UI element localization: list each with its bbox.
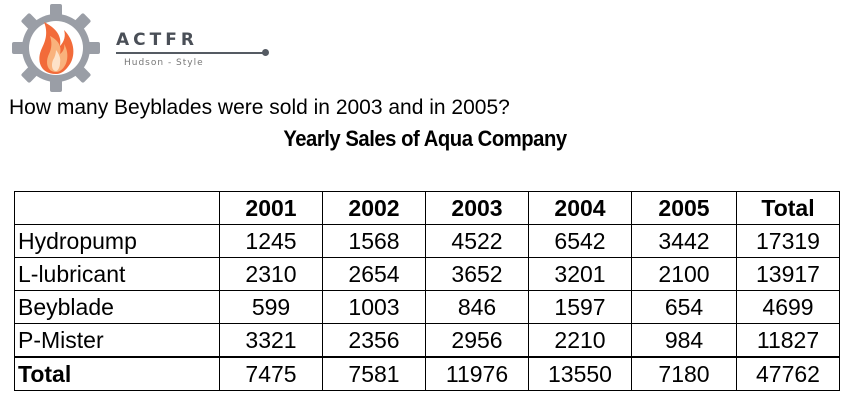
table-cell: 6542: [528, 224, 632, 258]
total-cell: 11976: [425, 356, 529, 391]
row-label: L-lubricant: [14, 257, 220, 291]
table-cell: 1568: [322, 224, 426, 258]
table-cell: 2310: [219, 257, 323, 291]
row-label: P-Mister: [14, 323, 220, 358]
sales-table: 2001 2002 2003 2004 2005 Total Hydropump…: [14, 191, 840, 391]
row-label: Hydropump: [14, 224, 220, 258]
table-row: Hydropump 1245 1568 4522 6542 3442 17319: [14, 224, 840, 258]
table-cell: 4522: [425, 224, 529, 258]
brand-name: ACTFR: [116, 30, 198, 50]
table-cell: 3442: [631, 224, 737, 258]
brand-underline: [116, 52, 264, 54]
table-cell: 1245: [219, 224, 323, 258]
header-row: 2001 2002 2003 2004 2005 Total: [14, 191, 840, 225]
table-cell: 2100: [631, 257, 737, 291]
header-cell-total: Total: [736, 191, 840, 225]
table-cell: 4699: [736, 290, 840, 324]
table-cell: 1597: [528, 290, 632, 324]
table-cell: 984: [631, 323, 737, 358]
header-cell-2003: 2003: [425, 191, 529, 225]
table-cell: 846: [425, 290, 529, 324]
total-cell: 13550: [528, 356, 632, 391]
question-text: How many Beyblades were sold in 2003 and…: [9, 96, 510, 119]
table-cell: 2956: [425, 323, 529, 358]
header-cell-2005: 2005: [631, 191, 737, 225]
table-cell: 599: [219, 290, 323, 324]
total-cell: 7475: [219, 356, 323, 391]
table-cell: 11827: [736, 323, 840, 358]
table-row: P-Mister 3321 2356 2956 2210 984 11827: [14, 323, 840, 358]
table-cell: 1003: [322, 290, 426, 324]
total-cell: 7180: [631, 356, 737, 391]
row-label: Beyblade: [14, 290, 220, 324]
header-cell-2002: 2002: [322, 191, 426, 225]
table-cell: 3201: [528, 257, 632, 291]
brand-dot: [262, 49, 269, 56]
total-label: Total: [14, 356, 220, 391]
table-cell: 654: [631, 290, 737, 324]
table-cell: 2356: [322, 323, 426, 358]
grand-total-cell: 47762: [736, 356, 840, 391]
total-cell: 7581: [322, 356, 426, 391]
brand-tagline: Hudson - Style: [124, 58, 204, 68]
table-cell: 3321: [219, 323, 323, 358]
table-cell: 13917: [736, 257, 840, 291]
table-cell: 3652: [425, 257, 529, 291]
table-title: Yearly Sales of Aqua Company: [283, 126, 567, 151]
header-cell-2004: 2004: [528, 191, 632, 225]
gear-flame-icon: [12, 4, 100, 92]
table-row: L-lubricant 2310 2654 3652 3201 2100 139…: [14, 257, 840, 291]
total-row: Total 7475 7581 11976 13550 7180 47762: [14, 356, 840, 391]
logo: ACTFR Hudson - Style: [10, 2, 269, 92]
table-cell: 17319: [736, 224, 840, 258]
table-cell: 2210: [528, 323, 632, 358]
header-cell-blank: [14, 191, 220, 225]
table-cell: 2654: [322, 257, 426, 291]
table-row: Beyblade 599 1003 846 1597 654 4699: [14, 290, 840, 324]
header-cell-2001: 2001: [219, 191, 323, 225]
